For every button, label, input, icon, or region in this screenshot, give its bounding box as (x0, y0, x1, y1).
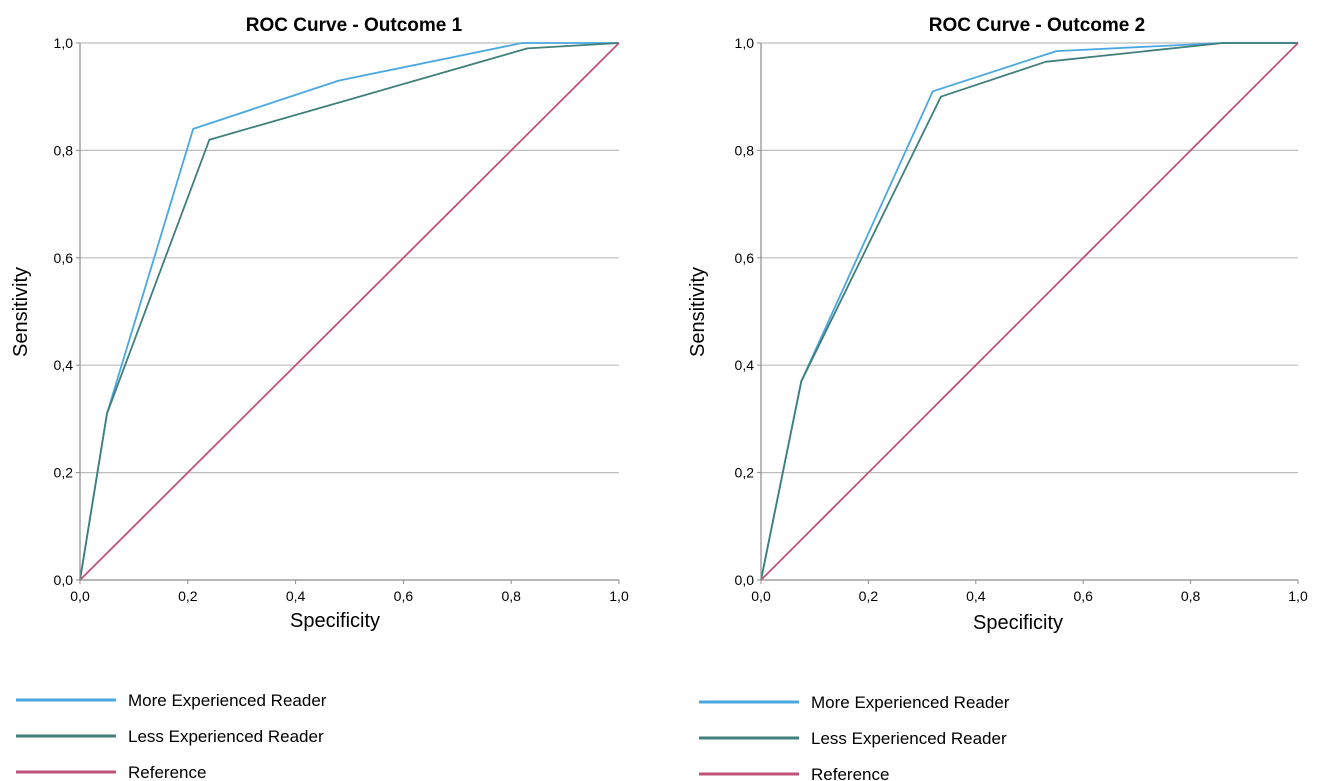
x-tick-label: 0,0 (751, 588, 771, 604)
less-experienced-reader-line (79, 42, 620, 581)
x-tick-label: 1,0 (609, 588, 629, 604)
grid-group (761, 42, 1298, 474)
legend-label-reference: Reference (128, 763, 206, 781)
y-axis-label: Sensitivity (687, 267, 709, 357)
less-experienced-reader-line (760, 42, 1298, 581)
x-tick-label: 0,2 (859, 588, 879, 604)
y-tick-labels: 0,0 0,2 0,4 0,6 0,8 1,0 (54, 35, 80, 588)
x-tick-label: 0,4 (286, 588, 306, 604)
axes-group (79, 43, 619, 581)
chart-title: ROC Curve - Outcome 1 (246, 15, 463, 36)
x-tick-label: 0,6 (1073, 588, 1093, 604)
reference-line-group (79, 42, 620, 581)
roc-chart-outcome-1-svg: ROC Curve - Outcome 1 0,0 0,2 0,4 0,6 0,8 1,0… (10, 15, 629, 781)
x-tick-label: 0,8 (1181, 588, 1201, 604)
y-tick-label: 0,4 (54, 357, 74, 373)
y-tick-label: 0,0 (54, 572, 74, 588)
reference-line (79, 42, 620, 581)
x-axis-label: Specificity (973, 612, 1063, 634)
roc-chart-outcome-2: ROC Curve - Outcome 2 0,0 0,2 0,4 0,6 0,8 1,0… (661, 0, 1321, 781)
legend-label-more-experienced-reader: More Experienced Reader (128, 691, 327, 710)
y-tick-label: 1,0 (54, 35, 74, 51)
reference-line (760, 42, 1299, 581)
y-tick-label: 0,6 (54, 250, 74, 266)
legend-label-more-experienced-reader: More Experienced Reader (811, 693, 1010, 712)
roc-chart-outcome-2-svg: ROC Curve - Outcome 2 0,0 0,2 0,4 0,6 0,8 1,0… (687, 15, 1308, 781)
chart-title: ROC Curve - Outcome 2 (929, 15, 1145, 36)
y-tick-label: 1,0 (735, 35, 755, 51)
x-tick-label: 0,6 (394, 588, 414, 604)
legend-label-less-experienced-reader: Less Experienced Reader (811, 729, 1007, 748)
y-tick-label: 0,6 (735, 250, 755, 266)
axes-group (760, 43, 1298, 581)
grid-group (80, 42, 619, 474)
reference-line-group (760, 42, 1299, 581)
legend-label-reference: Reference (811, 765, 889, 781)
legend-label-less-experienced-reader: Less Experienced Reader (128, 727, 324, 746)
y-tick-label: 0,4 (735, 357, 755, 373)
y-tick-label: 0,0 (735, 572, 755, 588)
x-tick-labels: 0,0 0,2 0,4 0,6 0,8 1,0 (70, 580, 629, 604)
x-tick-label: 0,8 (501, 588, 521, 604)
x-tick-label: 0,0 (70, 588, 90, 604)
y-tick-label: 0,2 (54, 465, 74, 481)
y-tick-label: 0,2 (735, 465, 755, 481)
y-tick-labels: 0,0 0,2 0,4 0,6 0,8 1,0 (735, 35, 761, 588)
y-tick-label: 0,8 (735, 142, 755, 158)
x-axis-label: Specificity (290, 610, 380, 632)
x-tick-label: 0,4 (966, 588, 986, 604)
legend: More Experienced Reader Less Experienced … (699, 693, 1010, 781)
y-axis-label: Sensitivity (10, 267, 32, 357)
roc-chart-outcome-1: ROC Curve - Outcome 1 0,0 0,2 0,4 0,6 0,8 1,0… (0, 0, 660, 781)
x-tick-labels: 0,0 0,2 0,4 0,6 0,8 1,0 (751, 580, 1308, 604)
x-tick-label: 0,2 (178, 588, 198, 604)
legend: More Experienced Reader Less Experienced … (16, 691, 327, 781)
x-tick-label: 1,0 (1288, 588, 1308, 604)
y-tick-label: 0,8 (54, 142, 74, 158)
